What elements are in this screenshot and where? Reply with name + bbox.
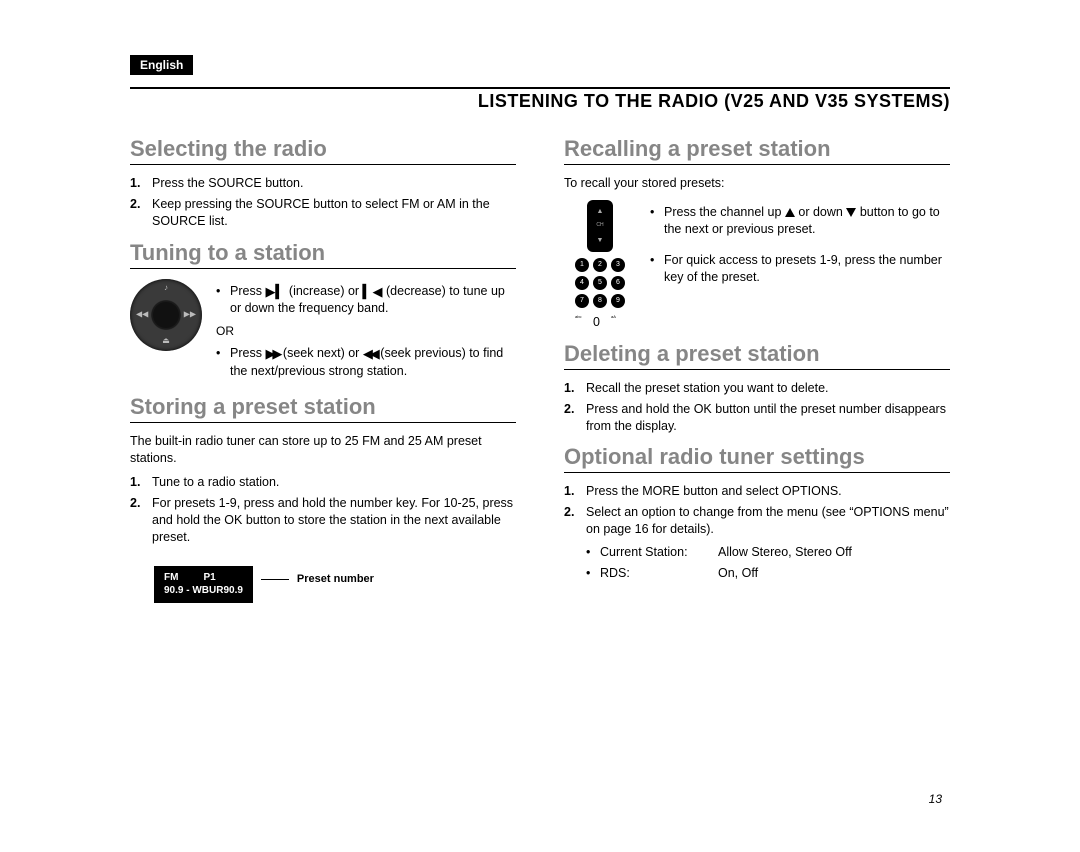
recalling-intro: To recall your stored presets: bbox=[564, 175, 950, 192]
numpad-key: 0 bbox=[593, 314, 607, 331]
numpad-key: 1 bbox=[575, 258, 589, 272]
callout-leader bbox=[261, 579, 289, 580]
recall-bullet: For quick access to presets 1-9, press t… bbox=[664, 252, 950, 286]
selecting-radio-steps: 1.Press the SOURCE button. 2.Keep pressi… bbox=[130, 175, 516, 230]
skip-prev-icon: ▍◀ bbox=[363, 283, 383, 301]
dpad-icon: ♪⏏ ◀◀▶▶ ▶▮▮ bbox=[130, 279, 202, 351]
right-column: Recalling a preset station To recall you… bbox=[564, 126, 950, 603]
step-text: Select an option to change from the menu… bbox=[586, 504, 950, 586]
section-selecting-radio: Selecting the radio bbox=[130, 136, 516, 162]
section-storing: Storing a preset station bbox=[130, 394, 516, 420]
storing-steps: 1.Tune to a radio station. 2.For presets… bbox=[130, 474, 516, 546]
seek-prev-icon: ◀◀ bbox=[363, 345, 377, 363]
language-tab: English bbox=[130, 55, 193, 75]
recall-bullet: Press the channel up or down button to g… bbox=[664, 204, 950, 238]
callout-label: Preset number bbox=[297, 573, 374, 585]
numpad-key: 5 bbox=[593, 276, 607, 290]
step-text: For presets 1-9, press and hold the numb… bbox=[152, 495, 516, 546]
tuning-bullet: Press ▶▶ (seek next) or ◀◀ (seek previou… bbox=[230, 345, 516, 379]
section-options: Optional radio tuner settings bbox=[564, 444, 950, 470]
section-recalling: Recalling a preset station bbox=[564, 136, 950, 162]
page-title: LISTENING TO THE RADIO (V25 AND V35 SYST… bbox=[478, 91, 950, 111]
numpad-key: aA bbox=[611, 314, 625, 331]
left-column: Selecting the radio 1.Press the SOURCE b… bbox=[130, 126, 516, 603]
step-text: Keep pressing the SOURCE button to selec… bbox=[152, 196, 516, 230]
numpad-key: 7 bbox=[575, 294, 589, 308]
numpad-key: 2 bbox=[593, 258, 607, 272]
skip-next-icon: ▶▍ bbox=[265, 283, 285, 301]
step-text: Tune to a radio station. bbox=[152, 474, 516, 491]
section-tuning: Tuning to a station bbox=[130, 240, 516, 266]
step-text: Press and hold the OK button until the p… bbox=[586, 401, 950, 435]
deleting-steps: 1.Recall the preset station you want to … bbox=[564, 380, 950, 435]
numpad-key: 8 bbox=[593, 294, 607, 308]
channel-up-icon bbox=[785, 208, 795, 217]
step-text: Recall the preset station you want to de… bbox=[586, 380, 950, 397]
title-bar: LISTENING TO THE RADIO (V25 AND V35 SYST… bbox=[130, 87, 950, 112]
numpad-key: 3 bbox=[611, 258, 625, 272]
or-label: OR bbox=[216, 323, 516, 339]
step-text: Press the MORE button and select OPTIONS… bbox=[586, 483, 950, 500]
seek-next-icon: ▶▶ bbox=[265, 345, 279, 363]
step-text: Press the SOURCE button. bbox=[152, 175, 516, 192]
storing-intro: The built-in radio tuner can store up to… bbox=[130, 433, 516, 467]
section-deleting: Deleting a preset station bbox=[564, 341, 950, 367]
tuning-bullet: Press ▶▍ (increase) or ▍◀ (decrease) to … bbox=[230, 283, 516, 317]
numpad-key: 6 bbox=[611, 276, 625, 290]
remote-icon: ▲CH▼ 1 2 3 4 5 6 7 8 9 abc bbox=[564, 200, 636, 331]
page-number: 13 bbox=[929, 792, 942, 806]
options-steps: 1.Press the MORE button and select OPTIO… bbox=[564, 483, 950, 585]
numpad-key: 4 bbox=[575, 276, 589, 290]
channel-down-icon bbox=[846, 208, 856, 217]
numpad-key: 9 bbox=[611, 294, 625, 308]
numpad-key: abc bbox=[575, 314, 589, 331]
radio-display: FM P1 90.9 - WBUR90.9 bbox=[154, 566, 253, 603]
